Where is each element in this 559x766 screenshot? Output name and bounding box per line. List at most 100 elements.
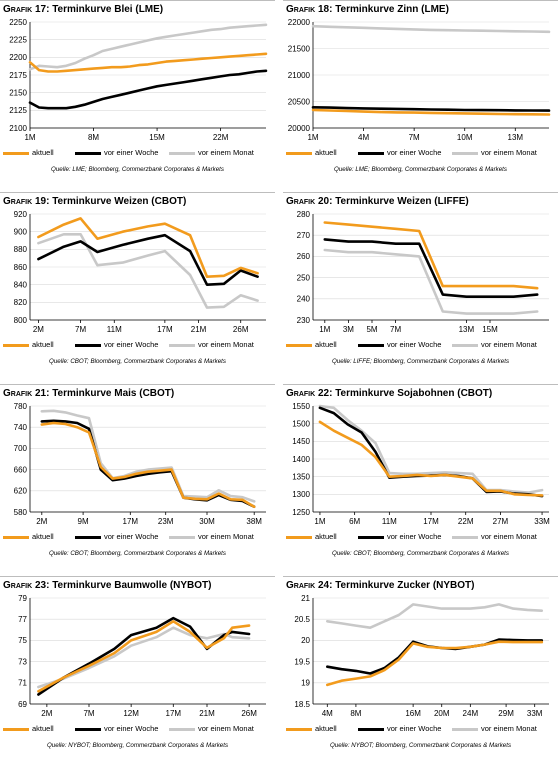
line-chart: 580 620 660 700 740 780 2M 9M 17M 23M 30M 38M (14, 402, 266, 526)
legend-item-current: aktuell (3, 724, 54, 736)
y-tick-label: 19.5 (294, 657, 310, 666)
y-tick-label: 1550 (292, 402, 310, 411)
y-tick-label: 780 (14, 402, 28, 411)
legend-swatch-month (452, 151, 478, 155)
legend-swatch-week (75, 343, 101, 347)
legend-swatch-current (286, 151, 312, 155)
series-line-current (40, 421, 256, 508)
series-line-month (37, 232, 259, 309)
y-tick-label: 20 (301, 636, 310, 645)
y-tick-label: 2150 (9, 88, 27, 97)
legend-label-week: vor einer Woche (104, 724, 159, 733)
series-line-current (325, 640, 544, 687)
x-tick-label: 2M (33, 325, 44, 334)
x-tick-label: 10M (457, 133, 473, 142)
y-tick-label: 21 (301, 594, 310, 603)
y-tick-label: 71 (18, 679, 27, 688)
legend-item-month: vor einem Monat (169, 532, 254, 544)
x-tick-label: 33M (534, 517, 550, 526)
x-tick-label: 2M (36, 517, 47, 526)
x-tick-label: 17M (123, 517, 139, 526)
legend-label-week: vor einer Woche (387, 148, 442, 157)
chart-title-text: Terminkurve Blei (LME) (52, 4, 164, 15)
series-line-week (318, 406, 544, 498)
y-tick-label: 69 (18, 700, 27, 709)
x-tick-label: 4M (358, 133, 369, 142)
legend-label-current: aktuell (315, 724, 337, 733)
panel-top-rule (283, 0, 558, 1)
legend-swatch-month (169, 343, 195, 347)
legend-swatch-week (75, 727, 101, 731)
x-tick-label: 8M (88, 133, 99, 142)
series-line-current (318, 420, 544, 497)
chart-title: Grafik 18: Terminkurve Zinn (LME) (286, 4, 449, 15)
y-tick-label: 20500 (288, 97, 311, 106)
chart-legend: aktuell vor einer Woche vor einem Monat (3, 148, 273, 160)
chart-source-note: Quelle: LME; Bloomberg, Commerzbank Corp… (334, 166, 507, 173)
y-tick-label: 20000 (288, 124, 311, 133)
x-tick-label: 9M (78, 517, 89, 526)
legend-swatch-week (358, 343, 384, 347)
y-tick-label: 280 (297, 210, 311, 219)
chart-title-text: Terminkurve Zinn (LME) (335, 4, 449, 15)
chart-title-text: Terminkurve Baumwolle (NYBOT) (52, 580, 212, 591)
legend-label-month: vor einem Monat (198, 340, 254, 349)
y-tick-label: 75 (18, 636, 27, 645)
x-tick-label: 30M (199, 517, 215, 526)
x-tick-label: 26M (233, 325, 249, 334)
chart-title: Grafik 19: Terminkurve Weizen (CBOT) (3, 196, 186, 207)
chart-panel-17: Grafik 17: Terminkurve Blei (LME) 2100 212… (0, 0, 275, 190)
chart-source-note: Quelle: CBOT; Bloomberg, Commerzbank Cor… (49, 358, 226, 365)
chart-number: Grafik 18: (286, 4, 333, 15)
chart-number: Grafik 22: (286, 388, 333, 399)
panel-top-rule (283, 576, 558, 577)
y-tick-label: 740 (14, 423, 28, 432)
y-tick-label: 18.5 (294, 700, 310, 709)
series-line-week (323, 238, 539, 298)
chart-title-text: Terminkurve Weizen (CBOT) (52, 196, 187, 207)
y-tick-label: 21500 (288, 44, 311, 53)
legend-swatch-current (286, 343, 312, 347)
legend-item-current: aktuell (286, 148, 337, 160)
y-tick-label: 20.5 (294, 615, 310, 624)
legend-swatch-month (169, 535, 195, 539)
x-tick-label: 20M (434, 709, 450, 718)
x-tick-label: 22M (458, 517, 474, 526)
x-tick-label: 8M (350, 709, 361, 718)
chart-source-note: Quelle: NYBOT; Bloomberg, Commerzbank Co… (46, 742, 229, 749)
series-line-week (40, 419, 256, 508)
chart-panel-18: Grafik 18: Terminkurve Zinn (LME) 20000 20… (283, 0, 558, 190)
x-tick-label: 21M (199, 709, 215, 718)
legend-swatch-month (452, 727, 478, 731)
legend-label-week: vor einer Woche (104, 148, 159, 157)
legend-item-month: vor einem Monat (169, 724, 254, 736)
legend-swatch-current (286, 535, 312, 539)
x-tick-label: 27M (493, 517, 509, 526)
y-tick-label: 240 (297, 295, 311, 304)
x-tick-label: 2M (41, 709, 52, 718)
legend-item-current: aktuell (3, 340, 54, 352)
y-tick-label: 920 (14, 210, 28, 219)
legend-label-current: aktuell (32, 148, 54, 157)
x-tick-label: 7M (83, 709, 94, 718)
series-line-month (28, 23, 268, 71)
x-tick-label: 7M (409, 133, 420, 142)
x-tick-label: 23M (158, 517, 174, 526)
x-tick-label: 12M (123, 709, 139, 718)
chart-panel-24: Grafik 24: Terminkurve Zucker (NYBOT) 18.… (283, 576, 558, 766)
legend-label-current: aktuell (32, 340, 54, 349)
line-chart: 2100 2125 2150 2175 2200 2225 2250 1M 8M 15M 22M (9, 18, 268, 142)
x-tick-label: 26M (241, 709, 257, 718)
x-tick-label: 1M (24, 133, 35, 142)
series-line-current (37, 217, 259, 278)
legend-label-month: vor einem Monat (481, 148, 537, 157)
legend-item-month: vor einem Monat (169, 340, 254, 352)
legend-label-month: vor einem Monat (481, 532, 537, 541)
x-tick-label: 11M (107, 325, 122, 334)
legend-label-month: vor einem Monat (481, 340, 537, 349)
y-tick-label: 2125 (9, 106, 27, 115)
chart-legend: aktuell vor einer Woche vor einem Monat (286, 148, 556, 160)
x-tick-label: 11M (382, 517, 397, 526)
legend-swatch-current (286, 727, 312, 731)
chart-source-note: Quelle: LME; Bloomberg, Commerzbank Corp… (51, 166, 224, 173)
